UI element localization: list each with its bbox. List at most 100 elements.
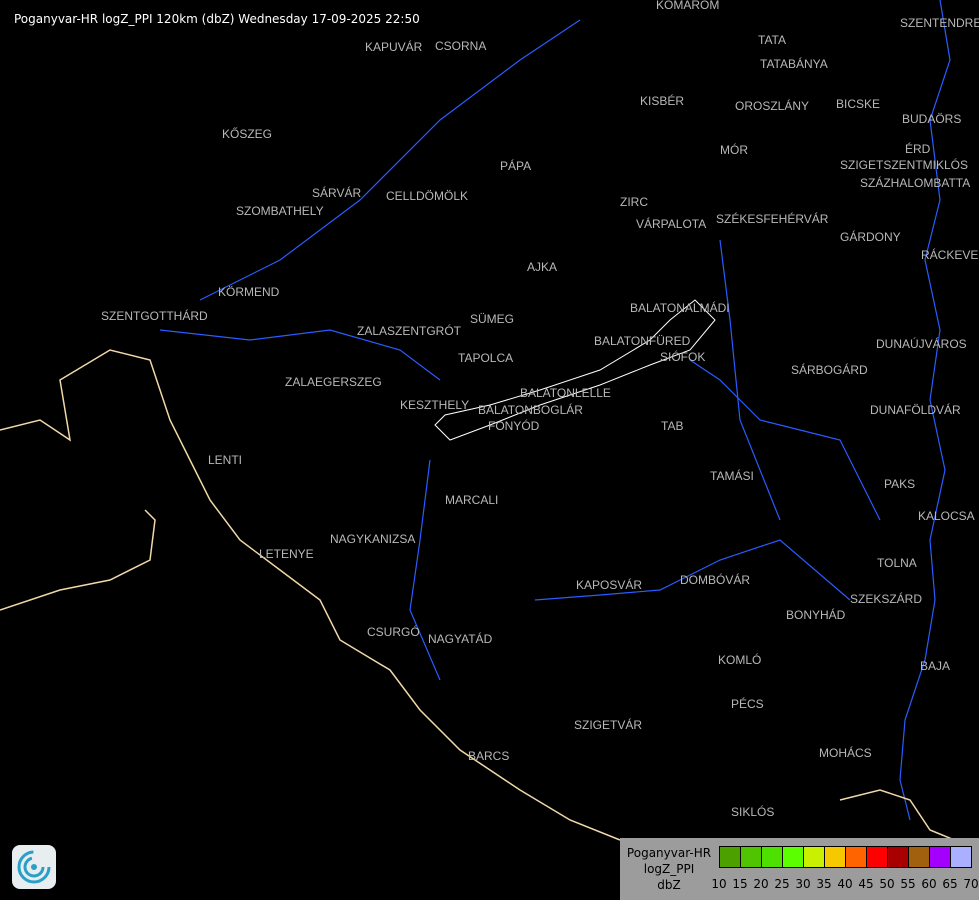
- city-label: TOLNA: [877, 556, 917, 570]
- city-label: BICSKE: [836, 97, 881, 111]
- legend-swatch: [762, 847, 783, 867]
- legend-tick-label: 60: [921, 877, 937, 891]
- legend-tick-label: 40: [837, 877, 853, 891]
- city-label: MOHÁCS: [819, 746, 872, 760]
- legend-tick-label: 35: [816, 877, 832, 891]
- city-label: BALATONBOGLÁR: [478, 403, 583, 417]
- river-kapos: [534, 539, 851, 601]
- legend-swatch: [783, 847, 804, 867]
- city-label: NAGYKANIZSA: [330, 532, 416, 546]
- city-label: SZÉKESFEHÉRVÁR: [716, 212, 829, 226]
- city-label: BARCS: [468, 749, 510, 763]
- legend-swatch: [720, 847, 741, 867]
- city-label: TAB: [661, 419, 684, 433]
- legend-swatch: [888, 847, 909, 867]
- rivers: [159, 0, 951, 821]
- border-west: [0, 349, 621, 841]
- city-label: KALOCSA: [918, 509, 975, 523]
- city-label: ZALAEGERSZEG: [285, 375, 382, 389]
- city-label: DOMBÓVÁR: [680, 573, 751, 587]
- legend-color-bar: [719, 846, 972, 868]
- legend-tick-label: 55: [900, 877, 916, 891]
- city-label: SIKLÓS: [731, 805, 775, 819]
- city-label: CSORNA: [435, 39, 487, 53]
- city-label: VÁRPALOTA: [636, 217, 707, 231]
- city-label: DUNAFÖLDVÁR: [870, 403, 961, 417]
- city-label: KŐSZEG: [222, 127, 273, 141]
- city-label: KAPUVÁR: [365, 40, 423, 54]
- city-label: CELLDÖMÖLK: [386, 189, 469, 203]
- city-label: KAPOSVÁR: [576, 578, 643, 592]
- borders: [0, 349, 979, 851]
- city-label: PÁPA: [500, 159, 532, 173]
- lake-balaton-outline: [434, 299, 716, 441]
- city-label: OROSZLÁNY: [735, 99, 810, 113]
- city-label: SÁRVÁR: [312, 186, 362, 200]
- legend-unit: dbZ: [657, 878, 681, 892]
- city-label: LETENYE: [259, 547, 314, 561]
- city-label: TATABÁNYA: [760, 57, 828, 71]
- city-label: TATA: [758, 33, 786, 47]
- city-label: PÉCS: [731, 697, 764, 711]
- legend-swatch: [804, 847, 825, 867]
- legend-tick-label: 50: [879, 877, 895, 891]
- city-label: GÁRDONY: [840, 230, 901, 244]
- river-zala: [159, 329, 441, 381]
- city-label: DUNAÚJVÁROS: [876, 337, 967, 351]
- river-sarviz: [719, 239, 781, 521]
- city-label: AJKA: [527, 260, 558, 274]
- border-south: [839, 789, 979, 851]
- city-label: BALATONFÜRED: [594, 334, 691, 348]
- city-label: BALATONLELLE: [520, 386, 611, 400]
- city-label: TAPOLCA: [458, 351, 514, 365]
- city-label: ZIRC: [620, 195, 648, 209]
- logo: [12, 845, 56, 889]
- legend-tick-label: 20: [753, 877, 769, 891]
- legend-swatch: [951, 847, 971, 867]
- city-label: FONYÓD: [488, 419, 540, 433]
- city-label: SZENTGOTTHÁRD: [101, 309, 208, 323]
- city-label: SZÁZHALOMBATTA: [860, 176, 971, 190]
- legend-swatch: [867, 847, 888, 867]
- city-label: SZIGETSZENTMIKLÓS: [840, 158, 969, 172]
- legend-tick-label: 45: [858, 877, 874, 891]
- legend-tick-label: 70: [963, 877, 979, 891]
- legend-station: Poganyvar-HR: [626, 846, 712, 860]
- river-sio: [689, 359, 881, 521]
- city-label: SZOMBATHELY: [236, 204, 324, 218]
- color-legend: Poganyvar-HR logZ_PPI dbZ 10 15 20 25 30 35 40…: [620, 838, 979, 900]
- legend-tick-label: 15: [732, 877, 748, 891]
- lake-balaton: [434, 299, 716, 441]
- city-label: SZIGETVÁR: [574, 718, 643, 732]
- legend-swatch: [825, 847, 846, 867]
- city-label: SIÓFOK: [660, 350, 706, 364]
- city-label: RÁCKEVE: [921, 248, 979, 262]
- city-label: KÖRMEND: [218, 285, 280, 299]
- legend-tick-label: 25: [774, 877, 790, 891]
- city-label: KOMLÓ: [718, 653, 762, 667]
- city-label: BAJA: [920, 659, 951, 673]
- border-slovenia: [0, 509, 156, 611]
- river-raba: [199, 19, 581, 301]
- legend-swatch: [846, 847, 867, 867]
- legend-tick-label: 30: [795, 877, 811, 891]
- city-label: KESZTHELY: [400, 398, 470, 412]
- city-label: BALATONALMÁDI: [630, 301, 730, 315]
- river-danube: [899, 0, 951, 821]
- legend-product: logZ_PPI: [643, 862, 695, 876]
- city-label: NAGYATÁD: [428, 632, 493, 646]
- city-label: SÁRBOGÁRD: [791, 363, 868, 377]
- city-label: CSURGÓ: [367, 625, 420, 639]
- city-label: BUDAÖRS: [902, 112, 962, 126]
- legend-tick-label: 65: [942, 877, 958, 891]
- city-label: KOMÁROM: [656, 0, 720, 12]
- river-koppany: [409, 459, 441, 681]
- swirl-logo-icon: [17, 850, 51, 884]
- city-label: ÉRD: [905, 142, 931, 156]
- city-label: TAMÁSI: [710, 469, 754, 483]
- city-label: PAKS: [884, 477, 916, 491]
- city-label: ZALASZENTGRÓT: [357, 324, 462, 338]
- legend-swatch: [909, 847, 930, 867]
